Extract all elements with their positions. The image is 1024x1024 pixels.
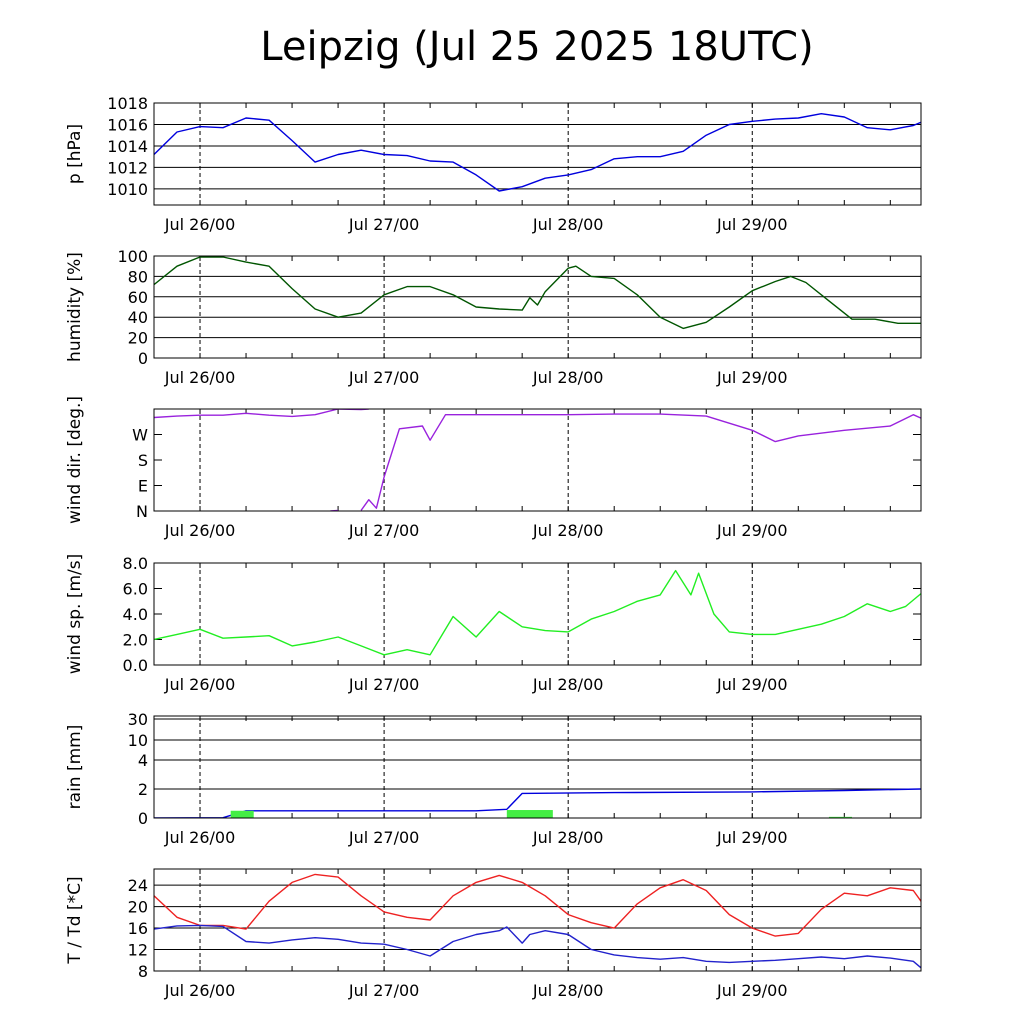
x-tick-label: Jul 29/00 — [716, 521, 788, 540]
panel-frame — [153, 562, 922, 666]
y-axis-label: wind sp. [m/s] — [65, 554, 85, 674]
y-axis-label: T / Td [*C] — [65, 876, 85, 964]
x-tick-label: Jul 26/00 — [164, 675, 236, 694]
panel-0: 1010 1012 1014 1016 1018 Jul 26/00 Jul 27/00 Ju… — [65, 94, 922, 234]
x-tick-label: Jul 28/00 — [532, 521, 604, 540]
y-tick-label: N — [136, 502, 148, 521]
y-tick-label: 6.0 — [123, 580, 148, 599]
x-tick-label: Jul 27/00 — [348, 981, 420, 1000]
series-group — [154, 788, 921, 818]
rain-bar — [828, 816, 852, 818]
x-tick-label: Jul 26/00 — [164, 215, 236, 234]
x-tick-label: Jul 27/00 — [348, 675, 420, 694]
series-line-0 — [154, 409, 339, 419]
series-group — [154, 569, 921, 656]
y-axis-label: humidity [%] — [65, 252, 85, 362]
y-tick-label: 20 — [128, 329, 148, 348]
series-line-0 — [360, 413, 921, 511]
y-tick-label: W — [132, 426, 148, 445]
x-tick-label: Jul 27/00 — [348, 368, 420, 387]
panel-frame — [153, 408, 922, 512]
panel-frame — [153, 102, 922, 206]
y-tick-label: 8 — [138, 962, 148, 981]
y-tick-label: 2 — [138, 780, 148, 799]
x-tick-label: Jul 28/00 — [532, 828, 604, 847]
x-tick-label: Jul 26/00 — [164, 368, 236, 387]
x-tick-label: Jul 27/00 — [348, 828, 420, 847]
y-tick-label: 80 — [128, 267, 148, 286]
x-tick-label: Jul 29/00 — [716, 828, 788, 847]
panel-3: 0.0 2.0 4.0 6.0 8.0 Jul 26/00 Jul 27/00 Jul 28/… — [65, 554, 922, 694]
series-group — [154, 256, 921, 330]
x-tick-label: Jul 26/00 — [164, 981, 236, 1000]
x-tick-label: Jul 28/00 — [532, 215, 604, 234]
chart-title: Leipzig (Jul 25 2025 18UTC) — [260, 24, 813, 70]
y-tick-label: 4.0 — [123, 605, 148, 624]
x-tick-label: Jul 29/00 — [716, 368, 788, 387]
series-group — [154, 873, 921, 969]
y-tick-label: 0.0 — [123, 656, 148, 675]
x-tick-label: Jul 26/00 — [164, 521, 236, 540]
x-tick-label: Jul 29/00 — [716, 981, 788, 1000]
y-tick-label: S — [138, 451, 148, 470]
x-tick-label: Jul 28/00 — [532, 368, 604, 387]
panel-frame — [153, 255, 922, 359]
y-tick-label: 1018 — [107, 94, 148, 113]
x-tick-label: Jul 27/00 — [348, 215, 420, 234]
y-tick-label: 30 — [128, 710, 148, 729]
panel-frame — [153, 715, 922, 819]
series-line-0 — [154, 113, 921, 192]
panel-frame — [153, 868, 922, 972]
y-tick-label: 0 — [138, 349, 148, 368]
y-tick-label: 2.0 — [123, 631, 148, 650]
x-tick-label: Jul 28/00 — [532, 675, 604, 694]
rain-bar — [230, 810, 254, 818]
y-tick-label: 0 — [138, 809, 148, 828]
y-axis-label: wind dir. [deg.] — [65, 396, 85, 524]
y-tick-label: 1016 — [107, 115, 148, 134]
series-line-0 — [154, 873, 921, 937]
series-group — [154, 113, 921, 192]
y-tick-label: 12 — [128, 941, 148, 960]
series-line-0 — [154, 569, 921, 656]
y-axis-label: p [hPa] — [65, 124, 85, 184]
series-group — [154, 409, 921, 511]
y-tick-label: 24 — [128, 876, 148, 895]
x-tick-label: Jul 28/00 — [532, 981, 604, 1000]
y-tick-label: 100 — [117, 247, 148, 266]
x-tick-label: Jul 29/00 — [716, 675, 788, 694]
y-tick-label: 1012 — [107, 158, 148, 177]
y-tick-label: 40 — [128, 308, 148, 327]
y-tick-label: 20 — [128, 898, 148, 917]
series-line-1 — [154, 924, 921, 969]
y-tick-label: 60 — [128, 288, 148, 307]
y-axis-label: rain [mm] — [65, 725, 85, 810]
x-tick-label: Jul 26/00 — [164, 828, 236, 847]
y-tick-label: 4 — [138, 751, 148, 770]
y-tick-label: 1010 — [107, 180, 148, 199]
series-line-0 — [154, 256, 921, 330]
x-tick-label: Jul 27/00 — [348, 521, 420, 540]
x-tick-label: Jul 29/00 — [716, 215, 788, 234]
panel-5: 8 12 16 20 24 Jul 26/00 Jul 27/00 Jul 28/00 Jul … — [65, 868, 922, 1000]
y-tick-label: 10 — [128, 731, 148, 750]
y-tick-label: 8.0 — [123, 554, 148, 573]
panel-4: 0 2 410 30 Jul 26/00 Jul 27/00 Jul 28/00 Jul 29… — [65, 710, 922, 847]
y-tick-label: 16 — [128, 919, 148, 938]
y-tick-label: 1014 — [107, 137, 148, 156]
y-tick-label: E — [138, 477, 148, 496]
rain-bar — [506, 810, 553, 818]
